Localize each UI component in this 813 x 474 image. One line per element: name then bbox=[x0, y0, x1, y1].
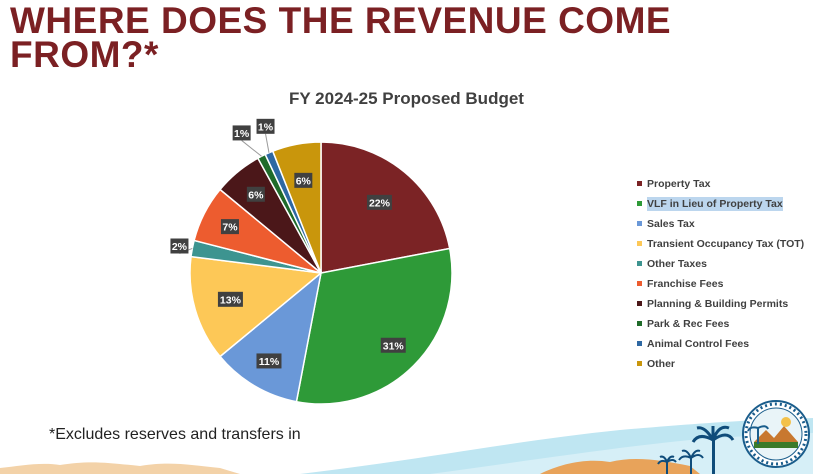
data-label-1: 22% bbox=[366, 194, 392, 210]
data-label-7: 6% bbox=[246, 186, 265, 202]
data-label-2: 31% bbox=[380, 337, 406, 353]
data-label-8: 1% bbox=[232, 125, 251, 141]
legend-swatch bbox=[637, 181, 642, 186]
legend-swatch bbox=[637, 281, 642, 286]
data-label-box bbox=[256, 353, 282, 369]
legend-label: Planning & Building Permits bbox=[647, 298, 789, 310]
pie-data-labels: 22% 31% 11% 13% 2% 7% 6% 1% 1% 6% bbox=[170, 118, 406, 369]
pie-slice-sales-tax bbox=[219, 271, 323, 403]
legend-item: Sales Tax bbox=[637, 217, 804, 237]
chart-legend: Property Tax VLF in Lieu of Property Tax S… bbox=[637, 177, 804, 377]
data-label-text: 22% bbox=[369, 197, 391, 209]
data-label-text: 6% bbox=[248, 189, 264, 201]
legend-label: Park & Rec Fees bbox=[647, 318, 730, 330]
legend-swatch bbox=[637, 301, 642, 306]
city-seal-logo bbox=[742, 400, 810, 468]
data-label-5: 2% bbox=[170, 238, 189, 254]
pie-slices bbox=[189, 141, 453, 405]
data-label-4: 13% bbox=[217, 291, 243, 307]
chart-title-text: FY 2024-25 Proposed Budget bbox=[289, 89, 524, 108]
legend-swatch bbox=[637, 321, 642, 326]
legend-item: Franchise Fees bbox=[637, 277, 804, 297]
legend-label: Franchise Fees bbox=[647, 278, 724, 290]
leader-line bbox=[241, 140, 262, 157]
data-label-text: 2% bbox=[172, 241, 188, 253]
data-label-text: 11% bbox=[259, 356, 280, 368]
legend-label: Transient Occupancy Tax (TOT) bbox=[647, 238, 805, 250]
data-label-box bbox=[256, 118, 275, 134]
data-label-text: 31% bbox=[383, 340, 405, 352]
legend-swatch bbox=[637, 261, 642, 266]
data-label-6: 7% bbox=[220, 219, 239, 235]
data-label-text: 1% bbox=[234, 128, 250, 140]
pie-slice-transient-occupancy-tax-tot bbox=[189, 255, 323, 358]
data-label-text: 1% bbox=[258, 121, 274, 133]
data-label-10: 6% bbox=[294, 172, 313, 188]
legend-label: Other bbox=[647, 358, 676, 370]
data-label-text: 13% bbox=[220, 294, 242, 306]
data-label-box bbox=[232, 125, 251, 141]
data-label-box bbox=[170, 238, 189, 254]
legend-item: Planning & Building Permits bbox=[637, 297, 804, 317]
pie-slice-vlf-in-lieu-of-property-tax bbox=[295, 247, 453, 405]
palm-tree-decoration bbox=[657, 425, 735, 474]
footnote: *Excludes reserves and transfers in bbox=[49, 426, 301, 443]
legend-swatch bbox=[637, 361, 642, 366]
legend-item: Animal Control Fees bbox=[637, 337, 804, 357]
data-label-text: 6% bbox=[296, 175, 312, 187]
data-label-3: 11% bbox=[256, 353, 282, 369]
data-label-box bbox=[366, 194, 392, 210]
leader-line bbox=[265, 133, 270, 153]
legend-swatch bbox=[637, 241, 642, 246]
legend-item: Property Tax bbox=[637, 177, 804, 197]
chart-title: FY 2024-25 Proposed Budget bbox=[0, 89, 813, 109]
legend-label: VLF in Lieu of Property Tax bbox=[647, 197, 783, 211]
legend-swatch bbox=[637, 201, 642, 206]
data-label-text: 7% bbox=[222, 222, 238, 234]
bottom-wave-decoration-light bbox=[430, 433, 813, 474]
data-label-box bbox=[294, 172, 313, 188]
legend-label: Animal Control Fees bbox=[647, 338, 750, 350]
mountain-landscape-decoration bbox=[0, 462, 240, 474]
legend-label: Sales Tax bbox=[647, 218, 695, 230]
legend-label: Other Taxes bbox=[647, 258, 707, 270]
data-label-box bbox=[217, 291, 243, 307]
legend-item: Transient Occupancy Tax (TOT) bbox=[637, 237, 804, 257]
data-label-box bbox=[220, 219, 239, 235]
slide-title: WHERE DOES THE REVENUE COME FROM?* bbox=[10, 0, 672, 75]
legend-label: Property Tax bbox=[647, 178, 711, 190]
legend-item: Other Taxes bbox=[637, 257, 804, 277]
legend-swatch bbox=[637, 341, 642, 346]
legend-swatch bbox=[637, 221, 642, 226]
legend-item: Other bbox=[637, 357, 804, 377]
data-label-9: 1% bbox=[256, 118, 275, 134]
legend-item: Park & Rec Fees bbox=[637, 317, 804, 337]
data-label-box bbox=[246, 186, 265, 202]
data-label-box bbox=[380, 337, 406, 353]
legend-item: VLF in Lieu of Property Tax bbox=[637, 197, 804, 217]
